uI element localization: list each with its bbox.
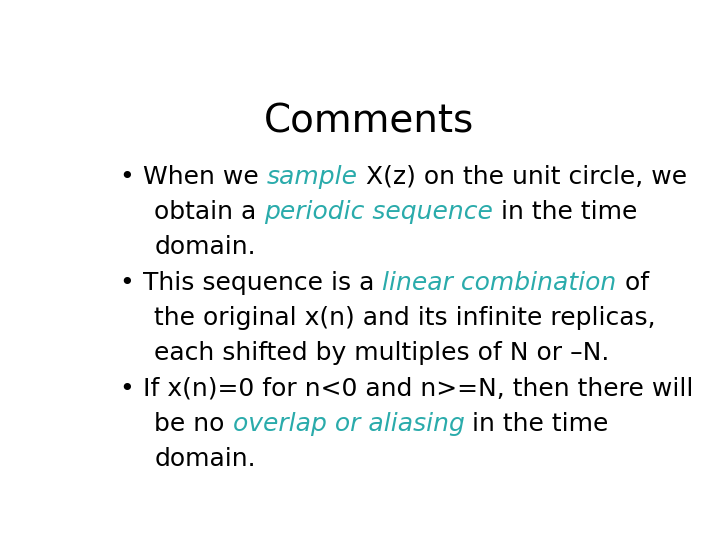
Text: Comments: Comments (264, 102, 474, 140)
Text: in the time: in the time (464, 412, 609, 436)
Text: •: • (119, 377, 134, 401)
Text: If x(n)=0 for n<0 and n>=N, then there will: If x(n)=0 for n<0 and n>=N, then there w… (143, 377, 693, 401)
Text: each shifted by multiples of N or –N.: each shifted by multiples of N or –N. (154, 341, 610, 365)
Text: domain.: domain. (154, 447, 256, 471)
Text: When we: When we (143, 165, 266, 188)
Text: •: • (119, 165, 134, 188)
Text: This sequence is a: This sequence is a (143, 271, 382, 295)
Text: domain.: domain. (154, 235, 256, 259)
Text: be no: be no (154, 412, 233, 436)
Text: sample: sample (266, 165, 358, 188)
Text: in the time: in the time (493, 200, 638, 224)
Text: of: of (616, 271, 649, 295)
Text: the original x(n) and its infinite replicas,: the original x(n) and its infinite repli… (154, 306, 656, 330)
Text: obtain a: obtain a (154, 200, 264, 224)
Text: X(z) on the unit circle, we: X(z) on the unit circle, we (358, 165, 687, 188)
Text: •: • (119, 271, 134, 295)
Text: linear combination: linear combination (382, 271, 616, 295)
Text: overlap or aliasing: overlap or aliasing (233, 412, 464, 436)
Text: periodic sequence: periodic sequence (264, 200, 493, 224)
